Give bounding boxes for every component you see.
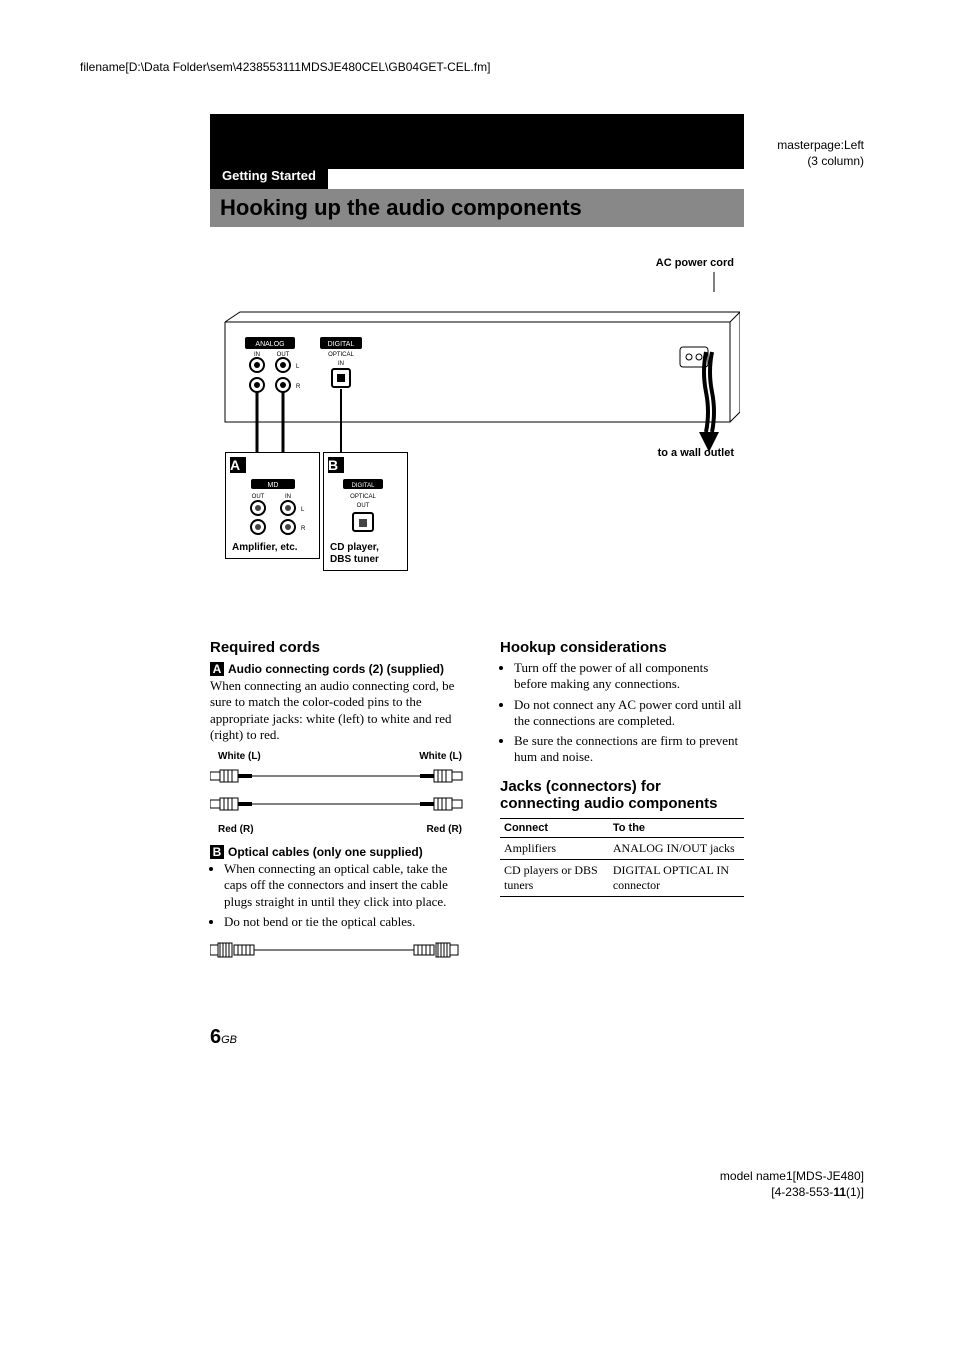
table-row: Amplifiers ANALOG IN/OUT jacks bbox=[500, 837, 744, 859]
model-line2-post: (1)] bbox=[846, 1185, 864, 1199]
svg-text:IN: IN bbox=[285, 494, 291, 500]
consideration-0: Turn off the power of all components bef… bbox=[514, 660, 744, 693]
box-a-caption: Amplifier, etc. bbox=[230, 540, 315, 554]
cord-b-heading-text: Optical cables (only one supplied) bbox=[228, 845, 423, 859]
section-header-bar: Getting Started bbox=[210, 114, 744, 169]
considerations-list: Turn off the power of all components bef… bbox=[500, 660, 744, 766]
box-a-letter: A bbox=[230, 457, 246, 473]
jacks-row1-connect: CD players or DBS tuners bbox=[500, 859, 609, 896]
consideration-1: Do not connect any AC power cord until a… bbox=[514, 697, 744, 730]
red-r-label-left: Red (R) bbox=[218, 824, 254, 835]
hookup-diagram: AC power cord ANALOG IN OUT L R DIGITAL bbox=[210, 257, 744, 597]
wall-outlet-label: to a wall outlet bbox=[658, 447, 734, 459]
page-number: 6GB bbox=[210, 1026, 744, 1049]
box-b: B DIGITAL OPTICAL OUT CD player, DBS tun… bbox=[323, 452, 408, 571]
model-line1: model name1[MDS-JE480] bbox=[720, 1169, 864, 1183]
cord-a-heading-text: Audio connecting cords (2) (supplied) bbox=[228, 662, 444, 676]
svg-text:DIGITAL: DIGITAL bbox=[328, 341, 355, 348]
footer-model-info: model name1[MDS-JE480] [4-238-553-11(1)] bbox=[0, 1169, 864, 1200]
masterpage-line2: (3 column) bbox=[807, 154, 864, 168]
jacks-th-tothe: To the bbox=[609, 818, 744, 837]
optical-cable-svg bbox=[210, 938, 470, 962]
svg-text:OPTICAL: OPTICAL bbox=[328, 352, 354, 358]
svg-text:OUT: OUT bbox=[251, 494, 264, 500]
box-b-letter: B bbox=[328, 457, 344, 473]
svg-text:R: R bbox=[301, 526, 306, 532]
jacks-table: Connect To the Amplifiers ANALOG IN/OUT … bbox=[500, 818, 744, 897]
jacks-row0-tothe: ANALOG IN/OUT jacks bbox=[609, 837, 744, 859]
title-bar: Hooking up the audio components bbox=[210, 189, 744, 227]
required-cords-heading: Required cords bbox=[210, 639, 470, 656]
page-number-big: 6 bbox=[210, 1026, 221, 1048]
jacks-th-connect: Connect bbox=[500, 818, 609, 837]
box-a-panel-svg: MD OUT IN L R bbox=[233, 477, 313, 537]
svg-text:DIGITAL: DIGITAL bbox=[351, 483, 375, 489]
svg-text:L: L bbox=[301, 507, 305, 513]
hookup-considerations-heading: Hookup considerations bbox=[500, 639, 744, 656]
letter-a-icon: A bbox=[210, 662, 224, 676]
svg-text:IN: IN bbox=[338, 361, 344, 367]
box-a: A MD OUT IN L R Amplifier, etc. bbox=[225, 452, 320, 559]
ac-cord-line bbox=[684, 272, 744, 472]
red-r-label-right: Red (R) bbox=[426, 824, 462, 835]
cord-a-body: When connecting an audio connecting cord… bbox=[210, 678, 470, 743]
cord-b-bullet-0: When connecting an optical cable, take t… bbox=[224, 861, 470, 910]
white-l-label-left: White (L) bbox=[218, 751, 261, 762]
audio-cable-red-svg bbox=[210, 792, 470, 816]
file-path-label: filename[D:\Data Folder\sem\4238553111MD… bbox=[80, 60, 874, 74]
section-tab: Getting Started bbox=[210, 162, 328, 189]
box-b-caption: CD player, DBS tuner bbox=[328, 540, 403, 566]
model-line2-bold: 11 bbox=[833, 1185, 846, 1199]
cord-b-bullets: When connecting an optical cable, take t… bbox=[210, 861, 470, 930]
jacks-row0-connect: Amplifiers bbox=[500, 837, 609, 859]
svg-text:OPTICAL: OPTICAL bbox=[350, 494, 376, 500]
page-title: Hooking up the audio components bbox=[220, 195, 734, 221]
cord-a-heading: A Audio connecting cords (2) (supplied) bbox=[210, 662, 470, 676]
ac-power-cord-label: AC power cord bbox=[656, 257, 734, 269]
masterpage-line1: masterpage:Left bbox=[777, 138, 864, 152]
svg-text:MD: MD bbox=[267, 482, 278, 489]
main-unit-svg: ANALOG IN OUT L R DIGITAL OPTICAL IN bbox=[210, 307, 740, 457]
consideration-2: Be sure the connections are firm to prev… bbox=[514, 733, 744, 766]
cord-b-heading: B Optical cables (only one supplied) bbox=[210, 845, 470, 859]
audio-cable-white-svg bbox=[210, 764, 470, 788]
box-b-panel-svg: DIGITAL OPTICAL OUT bbox=[331, 477, 401, 537]
right-column: Hookup considerations Turn off the power… bbox=[500, 627, 744, 966]
masterpage-label: masterpage:Left (3 column) bbox=[777, 138, 864, 169]
svg-text:R: R bbox=[296, 384, 301, 390]
letter-b-icon: B bbox=[210, 845, 224, 859]
svg-text:ANALOG: ANALOG bbox=[255, 341, 284, 348]
page-number-small: GB bbox=[221, 1034, 237, 1046]
cord-b-bullet-1: Do not bend or tie the optical cables. bbox=[224, 914, 470, 930]
left-column: Required cords A Audio connecting cords (… bbox=[210, 627, 470, 966]
jacks-row1-tothe: DIGITAL OPTICAL IN connector bbox=[609, 859, 744, 896]
table-row: CD players or DBS tuners DIGITAL OPTICAL… bbox=[500, 859, 744, 896]
jacks-heading: Jacks (connectors) for connecting audio … bbox=[500, 778, 744, 812]
svg-text:L: L bbox=[296, 364, 300, 370]
model-line2-pre: [4-238-553- bbox=[771, 1185, 833, 1199]
white-l-label-right: White (L) bbox=[419, 751, 462, 762]
svg-text:OUT: OUT bbox=[356, 503, 369, 509]
